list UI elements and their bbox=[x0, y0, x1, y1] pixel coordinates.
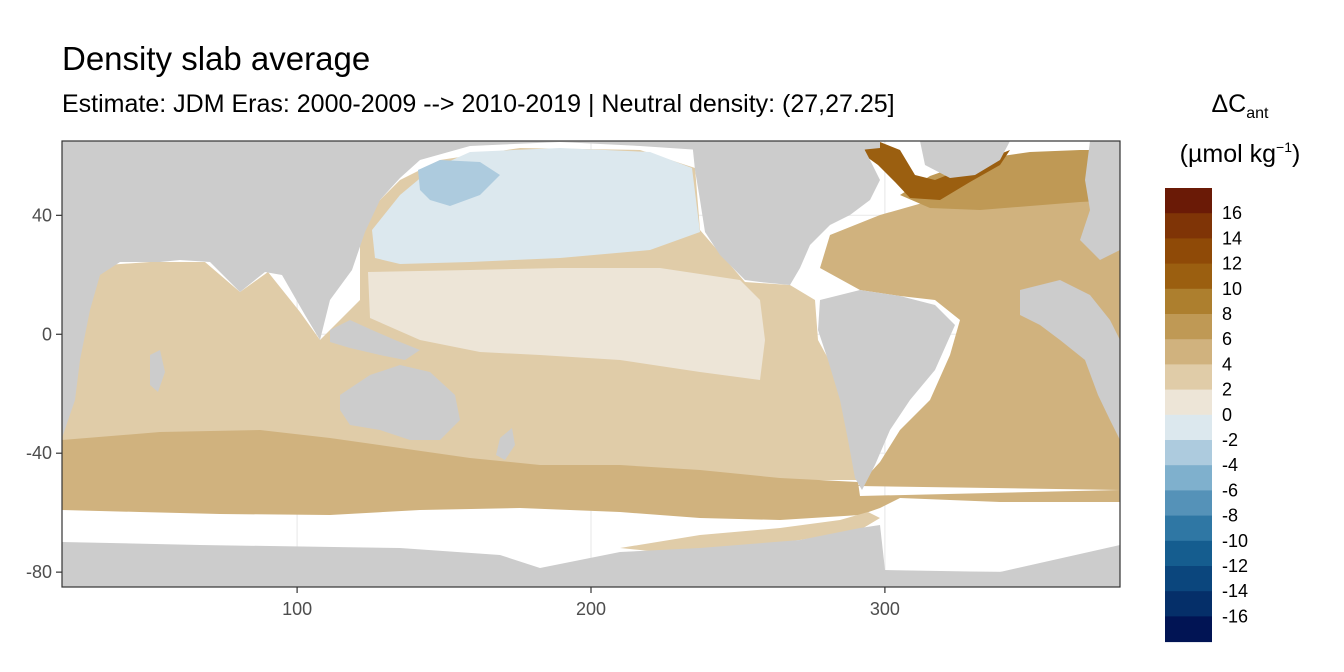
legend-swatch bbox=[1165, 490, 1212, 517]
legend-tick-label: 4 bbox=[1222, 354, 1232, 374]
map-layers bbox=[62, 141, 1120, 587]
legend-tick-label: -12 bbox=[1222, 556, 1248, 576]
x-tick-label: 200 bbox=[576, 599, 606, 619]
land-north-america bbox=[692, 141, 880, 285]
legend-swatch bbox=[1165, 465, 1212, 491]
legend-tick-label: 12 bbox=[1222, 254, 1242, 274]
land-antarctica bbox=[62, 525, 1120, 587]
ocean-field bbox=[62, 142, 1120, 552]
region-atlantic bbox=[820, 176, 1120, 490]
legend-tick-label: -8 bbox=[1222, 506, 1238, 526]
land-maritime-continent bbox=[330, 320, 420, 360]
legend-swatch bbox=[1165, 364, 1212, 391]
land bbox=[62, 141, 1120, 587]
y-tick-label: 40 bbox=[32, 205, 52, 225]
legend-title: ΔCant bbox=[1211, 90, 1269, 122]
x-tick-label: 100 bbox=[282, 599, 312, 619]
legend-swatch bbox=[1165, 591, 1212, 617]
legend-tick-label: 14 bbox=[1222, 228, 1242, 248]
plot-subtitle: Estimate: JDM Eras: 2000-2009 --> 2010-2… bbox=[62, 90, 895, 118]
legend-swatch bbox=[1165, 213, 1212, 239]
legend-swatch bbox=[1165, 440, 1212, 466]
legend-tick-label: 8 bbox=[1222, 304, 1232, 324]
legend-tick-label: -10 bbox=[1222, 531, 1248, 551]
x-tick-label: 300 bbox=[870, 599, 900, 619]
legend-unit: (µmol kg−1) bbox=[1180, 139, 1301, 168]
legend-tick-label: 6 bbox=[1222, 329, 1232, 349]
land-eurasia bbox=[62, 141, 880, 438]
legend-swatch bbox=[1165, 238, 1212, 265]
x-axis: 100 200 300 bbox=[282, 587, 900, 619]
land-greenland bbox=[920, 141, 1010, 178]
legend-tick-label: 10 bbox=[1222, 279, 1242, 299]
legend-tick-label: -14 bbox=[1222, 581, 1248, 601]
y-axis: 40 0 -40 -80 bbox=[26, 205, 62, 582]
legend-swatch bbox=[1165, 339, 1212, 365]
region-tropical-pacific bbox=[368, 268, 765, 380]
legend-swatch bbox=[1165, 288, 1212, 315]
land-africa-east bbox=[1020, 280, 1120, 440]
legend-swatch bbox=[1165, 263, 1212, 290]
legend-tick-label: -4 bbox=[1222, 455, 1238, 475]
y-tick-label: -40 bbox=[26, 443, 52, 463]
legend: ΔCant (µmol kg−1) 16 14 12 10 8 6 4 2 0 -2 -4 -6 -8 -… bbox=[1165, 90, 1301, 643]
region-southern-ocean bbox=[62, 430, 1120, 520]
land-australia bbox=[340, 365, 460, 440]
legend-swatch bbox=[1165, 314, 1212, 340]
legend-swatch bbox=[1165, 188, 1212, 214]
legend-tick-label: -6 bbox=[1222, 480, 1238, 500]
legend-swatch bbox=[1165, 515, 1212, 542]
legend-swatch bbox=[1165, 616, 1212, 643]
legend-swatch bbox=[1165, 414, 1212, 441]
legend-tick-label: 16 bbox=[1222, 203, 1242, 223]
region-north-atlantic-subpolar bbox=[900, 150, 1120, 210]
region-ross-weddell-edge bbox=[620, 512, 880, 552]
legend-swatch bbox=[1165, 540, 1212, 567]
plot-title: Density slab average bbox=[62, 40, 371, 77]
legend-swatch bbox=[1165, 566, 1212, 592]
y-tick-label: 0 bbox=[42, 324, 52, 344]
legend-swatch bbox=[1165, 389, 1212, 416]
land-south-america bbox=[818, 290, 955, 490]
legend-tick-label: 2 bbox=[1222, 380, 1232, 400]
legend-colorbar bbox=[1165, 188, 1212, 643]
legend-tick-label: -2 bbox=[1222, 430, 1238, 450]
legend-tick-label: 0 bbox=[1222, 405, 1232, 425]
region-kuril-patch bbox=[418, 160, 500, 206]
legend-tick-label: -16 bbox=[1222, 606, 1248, 626]
land-madagascar bbox=[150, 350, 165, 392]
land-europe bbox=[1080, 141, 1120, 260]
land-new-zealand bbox=[496, 428, 515, 460]
region-labrador-irminger bbox=[860, 142, 1010, 200]
y-tick-label: -80 bbox=[26, 562, 52, 582]
legend-tick-labels: 16 14 12 10 8 6 4 2 0 -2 -4 -6 -8 -10 -12 -14 -16 bbox=[1222, 203, 1248, 626]
